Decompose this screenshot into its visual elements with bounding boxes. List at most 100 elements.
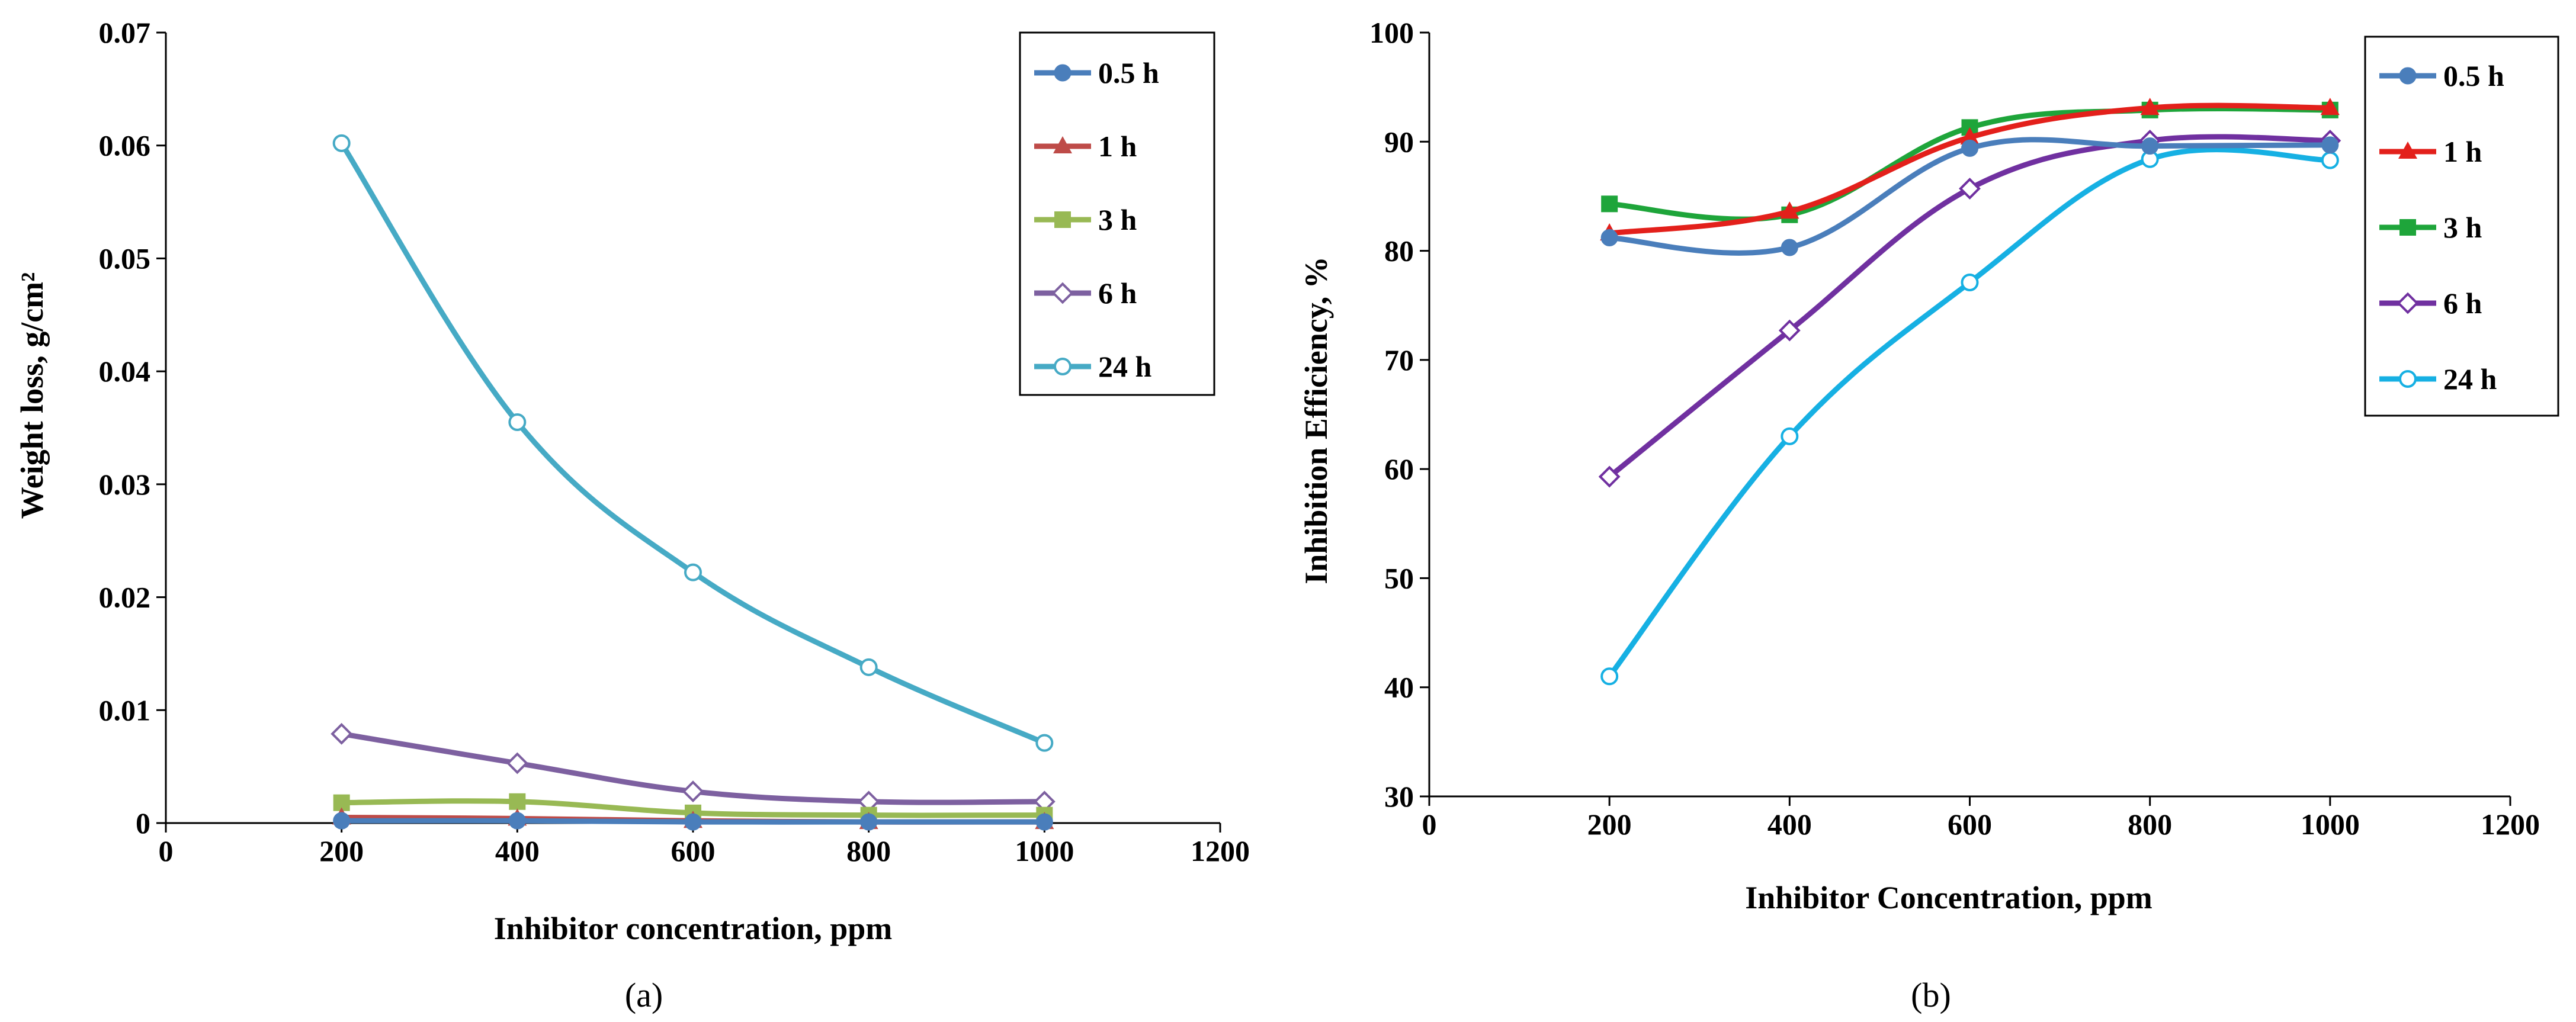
chart-a-point (859, 658, 878, 676)
chart-a-legend-item: 1 h (1034, 130, 1137, 163)
chart-b-y-tick-label: 40 (1384, 671, 1414, 704)
chart-b-y-tick-label: 50 (1384, 561, 1414, 594)
chart-a-legend-item: 24 h (1034, 350, 1152, 383)
chart-b-point (1959, 178, 1981, 200)
chart-b-x-tick-label: 200 (1587, 808, 1632, 841)
chart-b-point (2141, 137, 2159, 155)
chart-b-legend-label: 0.5 h (2443, 59, 2504, 92)
chart-a-legend-label: 3 h (1098, 203, 1137, 236)
chart-b-series (1598, 98, 2341, 686)
chart-b-legend: 0.5 h 1 h 3 h 6 h 24 h (2364, 36, 2559, 417)
chart-b-line-6h (1606, 134, 2333, 480)
chart-b-point (1781, 239, 1798, 256)
chart-a-point (1035, 813, 1053, 831)
chart-b-series-0.5h (1600, 136, 2339, 256)
chart-a-legend-label: 6 h (1098, 277, 1137, 310)
chart-b-point (1598, 465, 1621, 488)
chart-a-series-6h (331, 722, 1056, 813)
chart-a-legend-item: 6 h (1034, 277, 1137, 310)
chart-b-legend-item: 1 h (2379, 135, 2482, 168)
chart-b-point (1600, 229, 1618, 246)
chart-a-point (508, 812, 526, 830)
chart-b-series-6h (1598, 130, 2341, 488)
chart-a-point (509, 793, 526, 810)
chart-b-legend-marker (2399, 219, 2416, 236)
chart-b-y-tick-label: 70 (1384, 343, 1414, 377)
chart-a-y-tick-label: 0.03 (99, 468, 151, 501)
chart-a-legend-item: 0.5 h (1034, 56, 1159, 89)
chart-b-legend-label: 1 h (2443, 135, 2482, 168)
chart-b-x-tick-label: 600 (1948, 808, 1992, 841)
chart-a-y-axis-title: Weight loss, g/cm² (14, 272, 50, 519)
chart-a-legend: 0.5 h 1 h 3 h 6 h 24 h (1019, 31, 1215, 396)
chart-b-legend-item: 3 h (2379, 211, 2482, 244)
chart-a-line-24h (339, 140, 1047, 746)
chart-b-panel-label: (b) (1911, 976, 1951, 1014)
chart-a-series (331, 134, 1056, 831)
chart-a-legend-marker (1054, 358, 1072, 375)
chart-b-legend-marker (2397, 292, 2419, 314)
chart-a-legend-marker (1051, 282, 1074, 304)
chart-b-x-tick-label: 1000 (2301, 808, 2360, 841)
chart-a-legend-label: 0.5 h (1098, 56, 1159, 89)
chart-a-point (684, 813, 702, 831)
chart-a-y-tick-label: 0.04 (99, 355, 151, 388)
chart-b-point (2320, 98, 2340, 115)
chart-b-legend-item: 0.5 h (2379, 59, 2504, 92)
chart-b-series-3h (1601, 101, 2338, 223)
chart-a-legend-marker (1053, 136, 1072, 154)
chart-a-point (1035, 734, 1054, 752)
chart-b-series-1h (1600, 98, 2340, 241)
chart-b-x-tick-label: 1200 (2481, 808, 2540, 841)
chart-a-point (506, 752, 528, 774)
chart-b-legend-item: 24 h (2379, 362, 2497, 396)
chart-b-inhibition-efficiency: 0 200 400 600 800 1000 1200 30 40 50 60 70 80 90 100 0… (1298, 16, 2559, 1014)
chart-b-point (1781, 427, 1799, 445)
chart-b-point (1601, 195, 1618, 213)
chart-b-y-tick-label: 60 (1384, 452, 1414, 486)
chart-b-x-tick-label: 800 (2128, 808, 2172, 841)
chart-a-series-24h (332, 134, 1054, 752)
chart-b-point (2140, 98, 2160, 115)
chart-a-x-tick-label: 800 (846, 834, 891, 867)
chart-a-x-axis-title: Inhibitor concentration, ppm (494, 911, 893, 946)
chart-a-y-tick-label: 0.07 (99, 16, 151, 49)
chart-a-x-tick-label: 600 (671, 834, 716, 867)
chart-b-legend-label: 24 h (2443, 362, 2497, 396)
chart-b-point (1961, 139, 1978, 157)
chart-b-point (2321, 151, 2339, 169)
chart-a-x-tick-label: 1200 (1191, 834, 1250, 867)
chart-b-y-tick-label: 100 (1369, 16, 1414, 49)
chart-b-legend-item: 6 h (2379, 287, 2482, 320)
chart-b-legend-marker (2399, 370, 2417, 388)
chart-a-legend-marker (1054, 211, 1071, 228)
chart-b-point (1600, 667, 1619, 686)
chart-b-x-axis-title: Inhibitor Concentration, ppm (1745, 880, 2152, 915)
chart-b-point (1778, 319, 1801, 342)
chart-a-y-tick-label: 0.02 (99, 581, 151, 614)
chart-a-axes: 0 200 400 600 800 1000 1200 0 0.01 0.02 0.03 0.04 0.… (99, 16, 1250, 867)
chart-b-y-tick-label: 30 (1384, 780, 1414, 813)
chart-b-legend-marker (2399, 67, 2417, 85)
chart-a-x-tick-label: 400 (495, 834, 540, 867)
chart-b-legend-marker (2398, 141, 2417, 159)
chart-a-legend-item: 3 h (1034, 203, 1137, 236)
chart-a-point (332, 134, 351, 152)
chart-a-x-tick-label: 200 (319, 834, 364, 867)
chart-a-point (860, 813, 878, 831)
chart-b-y-tick-label: 80 (1384, 234, 1414, 268)
chart-a-y-tick-label: 0.06 (99, 129, 151, 162)
chart-b-line-24h (1606, 147, 2333, 679)
chart-b-point (2321, 136, 2339, 154)
chart-a-weight-loss: 0 200 400 600 800 1000 1200 0 0.01 0.02 0.03 0.04 0.… (14, 16, 1250, 1014)
chart-a-y-tick-label: 0.01 (99, 693, 151, 727)
chart-a-series-0.5h (333, 812, 1053, 831)
chart-b-y-tick-label: 90 (1384, 125, 1414, 158)
chart-a-point (684, 563, 702, 581)
chart-a-x-tick-label: 1000 (1015, 834, 1074, 867)
chart-a-legend-marker (1054, 64, 1072, 82)
chart-b-legend-label: 6 h (2443, 287, 2482, 320)
chart-a-point (508, 413, 527, 431)
chart-a-legend-label: 24 h (1098, 350, 1152, 383)
